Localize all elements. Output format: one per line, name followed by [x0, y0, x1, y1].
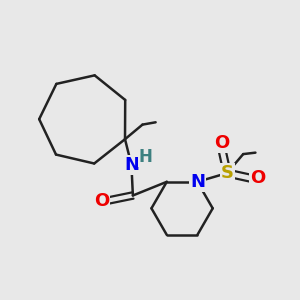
- Text: S: S: [220, 164, 234, 182]
- Text: N: N: [124, 156, 139, 174]
- Text: O: O: [94, 192, 110, 210]
- Text: O: O: [250, 169, 265, 187]
- Text: N: N: [190, 173, 205, 191]
- Text: O: O: [214, 134, 230, 152]
- Text: H: H: [139, 148, 152, 166]
